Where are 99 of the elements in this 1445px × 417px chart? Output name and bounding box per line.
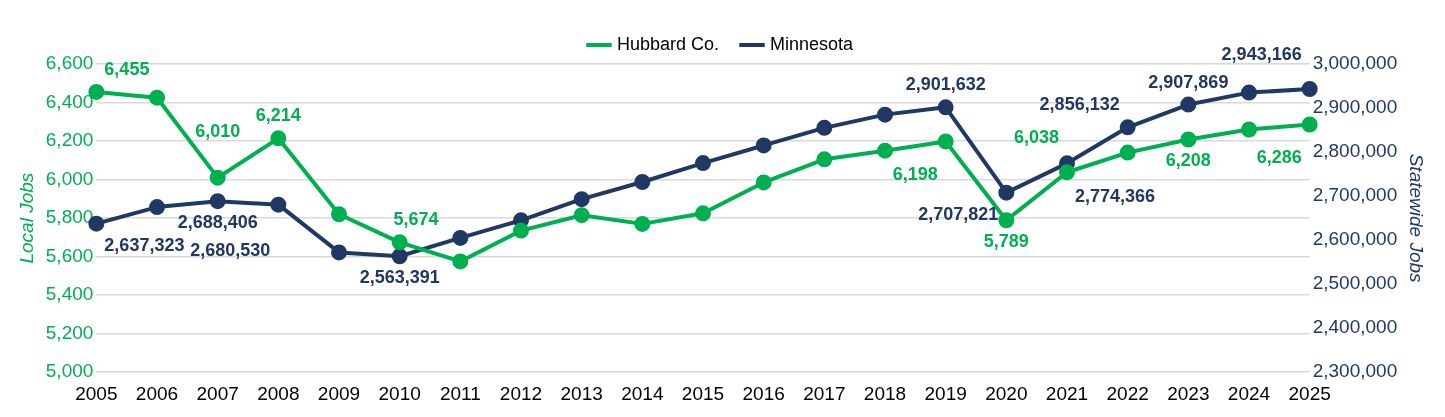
data-label: 6,038 [1013,127,1060,148]
x-tick-label: 2006 [135,382,179,404]
data-label: 5,789 [983,231,1029,252]
point [209,169,226,186]
x-tick-label: 2023 [1167,382,1210,404]
x-tick-label: 2022 [1106,382,1149,404]
point [270,130,287,147]
y2-axis-title: Statewide Jobs [1406,153,1428,284]
y-tick-label: 5,200 [45,321,94,343]
point [937,99,954,116]
x-tick-label: 2015 [681,382,725,404]
data-label: 6,214 [255,105,301,126]
point [149,199,166,216]
x-tick-label: 2012 [499,382,543,404]
point [1119,119,1136,136]
data-label: 2,707,821 [918,203,999,224]
point [149,89,166,106]
x-tick-label: 2011 [439,382,481,404]
data-label: 2,901,632 [905,74,986,95]
y-tick-label: 5,000 [45,360,94,382]
x-tick-label: 2018 [863,382,907,404]
point [452,229,469,246]
data-label: 2,856,132 [1039,94,1120,115]
point [391,234,408,251]
x-tick-label: 2014 [621,382,664,404]
point [695,155,712,172]
point [634,215,651,232]
point [573,207,590,224]
point [209,193,226,210]
x-tick-label: 2016 [742,382,785,404]
y-tick-label: 6,200 [45,129,94,151]
y2-tick-label: 3,000,000 [1312,52,1398,74]
x-tick-label: 2007 [196,382,239,404]
data-label: 2,774,366 [1075,186,1156,207]
data-label: 2,943,166 [1221,43,1302,64]
point [331,206,348,223]
point [1180,96,1197,113]
x-tick-label: 2008 [257,382,300,404]
point [634,174,651,190]
y2-tick-label: 2,400,000 [1312,316,1398,338]
x-tick-label: 2025 [1288,382,1331,404]
y2-tick-label: 2,700,000 [1312,184,1398,206]
data-label: 5,674 [393,209,439,230]
point [1119,144,1136,161]
y-tick-label: 5,600 [45,244,94,266]
point [452,253,469,270]
y2-tick-label: 2,600,000 [1312,228,1398,250]
x-tick-label: 2010 [378,382,421,404]
point [877,142,894,159]
point [816,151,833,168]
y2-tick-label: 2,500,000 [1312,272,1398,294]
point [391,248,408,265]
x-tick-label: 2019 [924,382,967,404]
point [270,196,287,213]
y-tick-label: 5,400 [45,283,94,305]
point [1301,116,1318,133]
point [755,174,772,191]
point [331,244,348,261]
y2-tick-label: 2,900,000 [1312,96,1398,118]
point [695,205,712,222]
y2-tick-label: 2,800,000 [1312,140,1398,162]
point [937,133,954,150]
y-tick-label: 6,600 [45,52,94,74]
legend-label: Minnesota [770,33,855,54]
x-tick-label: 2024 [1227,382,1271,404]
x-tick-label: 2021 [1045,382,1089,404]
legend-label: Hubbard Co. [616,33,720,54]
y-tick-label: 5,800 [45,206,94,228]
point [755,137,772,154]
point [1180,131,1197,148]
point [1059,164,1076,181]
point [1241,84,1258,101]
data-label: 2,563,391 [359,267,440,288]
x-tick-label: 2009 [317,382,361,404]
point [513,222,530,239]
data-label: 6,208 [1165,150,1211,171]
data-label: 6,010 [195,120,241,141]
data-label: 2,688,406 [177,212,258,233]
data-label: 2,637,323 [104,234,185,255]
data-label: 6,455 [104,58,150,79]
point [816,119,833,136]
x-tick-label: 2013 [560,382,603,404]
point [1301,81,1318,98]
data-label: 6,286 [1256,147,1302,168]
y-tick-label: 6,000 [45,167,94,189]
data-label: 2,907,869 [1148,71,1229,92]
data-label: 2,680,530 [190,239,271,260]
y-tick-label: 6,400 [45,90,94,112]
y-axis-title: Local Jobs [15,172,37,264]
point [573,191,590,208]
x-tick-label: 2020 [985,382,1028,404]
point [877,106,894,123]
point [998,212,1015,229]
y2-tick-label: 2,300,000 [1312,360,1398,382]
x-tick-label: 2017 [803,382,846,404]
x-tick-label: 2005 [75,382,118,404]
data-label: 6,198 [892,164,938,185]
point [1241,121,1258,138]
point [998,184,1015,201]
